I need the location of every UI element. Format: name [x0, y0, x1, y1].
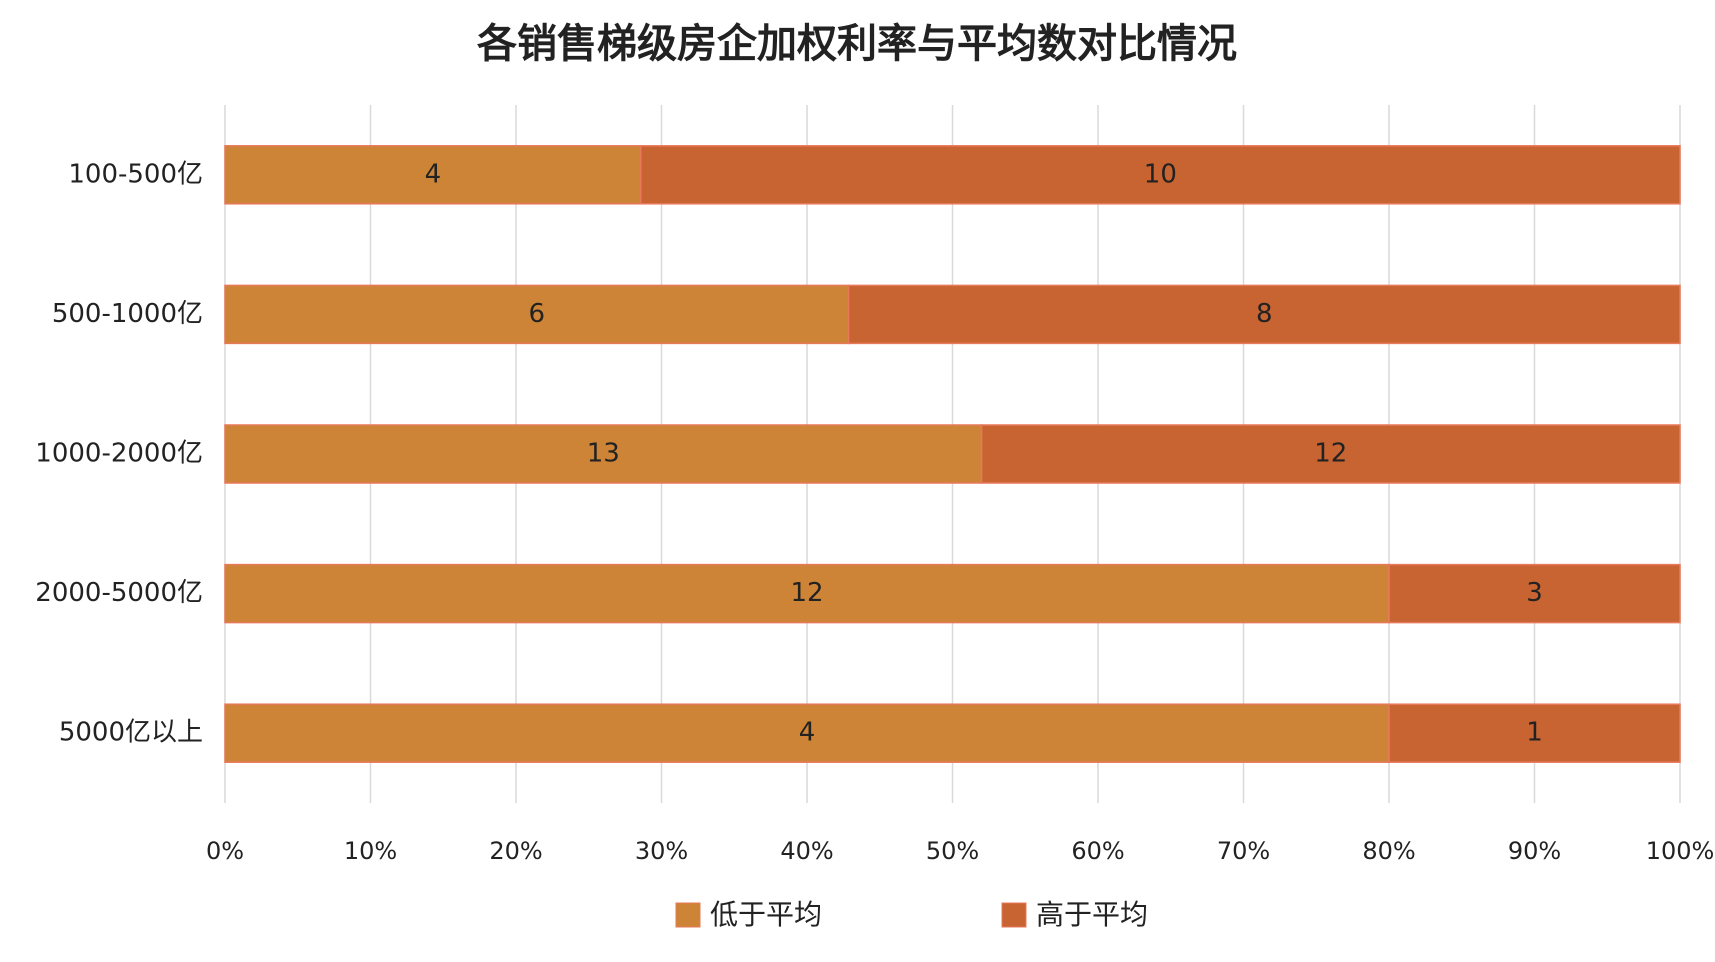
bar-segment [1388, 563, 1681, 624]
data-label: 12 [1314, 439, 1347, 469]
bar-segment [224, 145, 642, 205]
data-label: 10 [1144, 159, 1177, 189]
data-label: 4 [799, 718, 816, 748]
x-tick-label: 100% [1646, 837, 1715, 865]
x-tick-label: 50% [926, 837, 979, 865]
x-tick-label: 80% [1362, 837, 1415, 865]
x-tick-label: 10% [344, 837, 397, 865]
data-label: 1 [1526, 718, 1543, 748]
data-label: 12 [790, 578, 823, 608]
y-tick-label: 500-1000亿 [52, 299, 203, 329]
data-label: 6 [529, 299, 546, 329]
x-tick-label: 60% [1071, 837, 1124, 865]
data-label: 3 [1526, 578, 1543, 608]
y-tick-label: 2000-5000亿 [35, 578, 203, 608]
y-tick-label: 100-500亿 [68, 159, 203, 189]
bar-segment [847, 284, 1681, 345]
data-label: 4 [425, 159, 442, 189]
chart-title: 各销售梯级房企加权利率与平均数对比情况 [477, 21, 1237, 67]
x-tick-label: 20% [489, 837, 542, 865]
x-tick-label: 0% [206, 837, 244, 865]
legend-label: 高于平均 [1036, 898, 1148, 931]
data-label: 8 [1256, 299, 1273, 329]
x-tick-label: 40% [780, 837, 833, 865]
bar-segment [224, 703, 1390, 763]
y-tick-label: 1000-2000亿 [35, 439, 203, 469]
data-label: 13 [587, 439, 620, 469]
bar-segment [980, 424, 1681, 484]
y-tick-label: 5000亿以上 [59, 718, 203, 748]
legend-swatch [1001, 902, 1027, 928]
x-tick-label: 70% [1217, 837, 1270, 865]
x-tick-label: 30% [635, 837, 688, 865]
legend-label: 低于平均 [710, 898, 822, 931]
bar-segment [224, 563, 1390, 624]
legend-swatch [675, 902, 701, 928]
x-tick-label: 90% [1508, 837, 1561, 865]
bar-segment [1388, 703, 1681, 763]
bar-segment [639, 145, 1681, 205]
bar-segment [224, 424, 983, 484]
